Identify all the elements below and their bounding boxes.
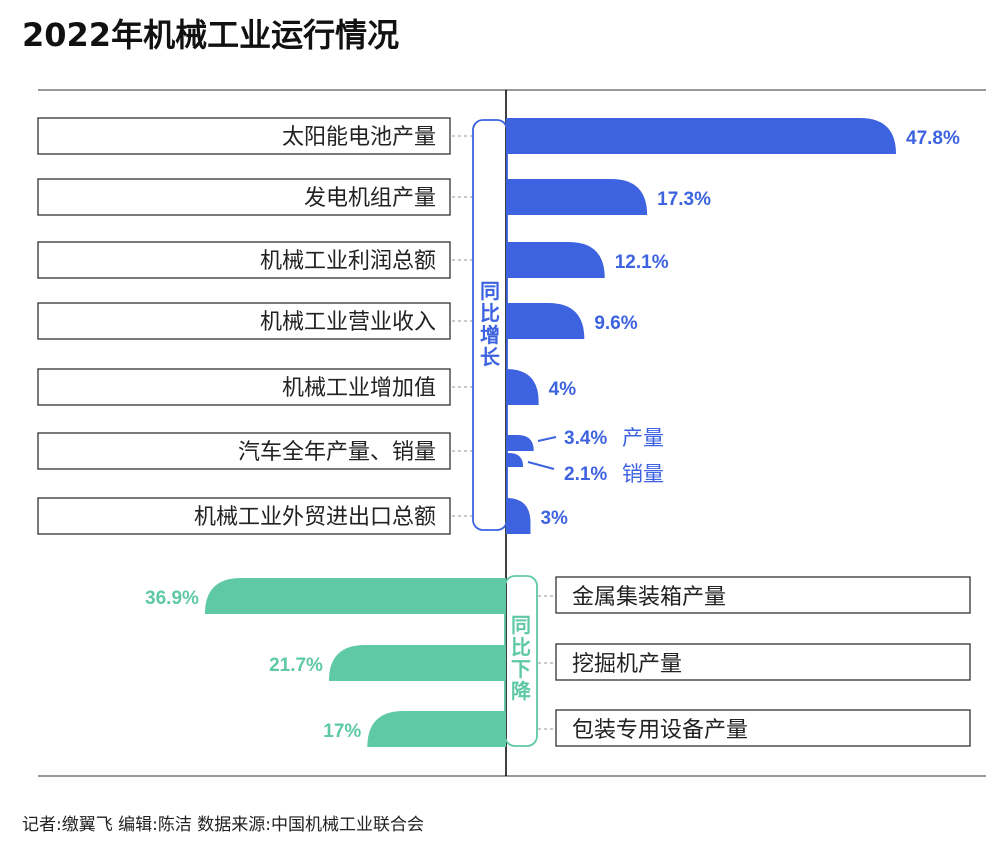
- data-label: 21.7%: [269, 655, 323, 676]
- category-label: 发电机组产量: [304, 186, 436, 211]
- chart-title: 2022年机械工业运行情况: [22, 16, 400, 54]
- bar: [506, 369, 539, 405]
- category-label-box: [555, 643, 971, 681]
- series-label: 产量: [622, 426, 664, 450]
- category-label: 汽车全年产量、销量: [238, 440, 436, 465]
- group-label-char: 同: [511, 613, 531, 637]
- category-label-box: [37, 241, 451, 279]
- bar: [367, 711, 506, 747]
- category-label-box: [37, 497, 451, 535]
- bar: [506, 435, 534, 451]
- category-label-box: [555, 709, 971, 747]
- data-label: 12.1%: [615, 252, 669, 273]
- group-bracket: [472, 119, 508, 531]
- category-label-box: [37, 178, 451, 216]
- bar: [506, 498, 531, 534]
- data-label: 9.6%: [594, 313, 637, 334]
- data-label: 36.9%: [145, 588, 199, 609]
- category-label: 机械工业外贸进出口总额: [194, 505, 436, 530]
- category-label: 机械工业增加值: [282, 376, 436, 401]
- category-label: 挖掘机产量: [572, 652, 682, 677]
- category-label-box: [37, 368, 451, 406]
- group-bracket: [504, 575, 538, 747]
- footer-credits: 记者:缴翼飞 编辑:陈洁 数据来源:中国机械工业联合会: [22, 815, 424, 835]
- data-label: 47.8%: [906, 128, 960, 149]
- bar: [506, 453, 524, 467]
- bar: [204, 578, 507, 614]
- group-label-char: 比: [480, 301, 500, 325]
- leader-line: [527, 461, 555, 470]
- group-label-char: 下: [511, 657, 531, 681]
- bar: [506, 118, 896, 154]
- category-label: 机械工业利润总额: [260, 249, 436, 274]
- bar: [506, 179, 648, 215]
- data-label: 17%: [323, 721, 361, 742]
- category-label: 金属集装箱产量: [572, 585, 726, 610]
- category-label: 机械工业营业收入: [260, 310, 436, 335]
- data-label: 17.3%: [657, 189, 711, 210]
- data-label: 4%: [549, 379, 577, 400]
- group-label-char: 同: [480, 279, 500, 303]
- bar: [328, 645, 506, 681]
- data-label: 3%: [540, 508, 568, 529]
- group-label-char: 比: [511, 635, 531, 659]
- category-label: 包装专用设备产量: [572, 718, 748, 743]
- data-label: 2.1%: [564, 464, 607, 485]
- data-label: 3.4%: [564, 428, 607, 449]
- group-label-char: 降: [511, 679, 532, 703]
- category-label-box: [555, 576, 971, 614]
- category-label-box: [37, 432, 451, 470]
- category-label-box: [37, 302, 451, 340]
- category-label-box: [37, 117, 451, 155]
- series-label: 销量: [622, 462, 664, 486]
- bar: [506, 303, 585, 339]
- leader-line: [537, 436, 557, 442]
- category-label: 太阳能电池产量: [282, 125, 436, 150]
- group-label-char: 长: [480, 345, 501, 369]
- group-label-char: 增: [480, 323, 500, 347]
- bar: [506, 242, 605, 278]
